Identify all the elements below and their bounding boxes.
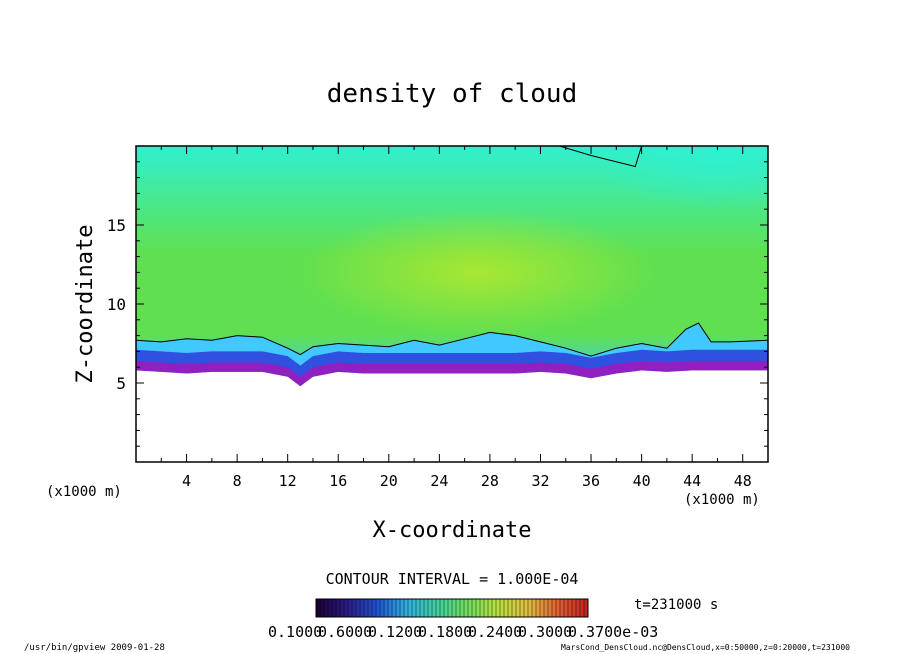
y-tick-label: 15 xyxy=(107,216,126,235)
contour-interval: CONTOUR INTERVAL = 1.000E-04 xyxy=(326,570,579,588)
y-axis: 5 10 15 xyxy=(107,161,768,447)
x-tick-label: 16 xyxy=(329,472,347,490)
chart-title: density of cloud xyxy=(327,79,577,109)
colorbar-label: 0.1000 xyxy=(268,623,322,641)
colorbar-label: 0.6000 xyxy=(318,623,372,641)
colorbar-label: 0.1800 xyxy=(418,623,472,641)
cloud-edge-band xyxy=(136,323,768,368)
upper-cyan-region xyxy=(591,146,768,210)
x-tick-label: 32 xyxy=(531,472,549,490)
x-tick-label: 12 xyxy=(279,472,297,490)
time-label: t=231000 s xyxy=(634,597,718,613)
x-tick-label: 20 xyxy=(380,472,398,490)
x-tick-label: 8 xyxy=(233,472,242,490)
x-tick-label: 44 xyxy=(683,472,701,490)
contour-line xyxy=(136,322,768,357)
x-unit-left: (x1000 m) xyxy=(46,484,122,500)
footer-left: /usr/bin/gpview 2009-01-28 xyxy=(24,643,165,653)
y-axis-label: Z-coordinate xyxy=(73,225,98,384)
colorbar-label: 0.2400 xyxy=(468,623,522,641)
x-axis-label: X-coordinate xyxy=(373,518,532,543)
colorbar-label: 0.1200 xyxy=(368,623,422,641)
plot-area xyxy=(136,146,768,387)
y-tick-label: 10 xyxy=(107,295,126,314)
top-contour-line xyxy=(559,146,643,168)
footer-right: MarsCond_DensCloud.nc@DensCloud,x=0:5000… xyxy=(561,643,850,652)
x-tick-label: 48 xyxy=(734,472,752,490)
colorbar-stripes xyxy=(319,599,585,617)
x-axis: 4 8 12 16 20 24 28 32 36 40 44 48 xyxy=(160,146,752,490)
y-tick-label: 5 xyxy=(116,374,126,393)
cloud-core xyxy=(300,209,655,336)
colorbar-label: 0.3000 xyxy=(518,623,572,641)
cloud-bottom-band xyxy=(136,360,768,387)
x-unit-right: (x1000 m) xyxy=(684,492,760,508)
x-tick-label: 36 xyxy=(582,472,600,490)
x-tick-label: 24 xyxy=(430,472,448,490)
colorbar-labels: 0.10000.60000.12000.18000.24000.30000.37… xyxy=(268,623,658,641)
x-tick-label: 40 xyxy=(633,472,651,490)
x-tick-label: 4 xyxy=(182,472,191,490)
x-tick-label: 28 xyxy=(481,472,499,490)
colorbar-label: 0.3700e-03 xyxy=(568,623,658,641)
cloud-base-band xyxy=(136,349,768,378)
